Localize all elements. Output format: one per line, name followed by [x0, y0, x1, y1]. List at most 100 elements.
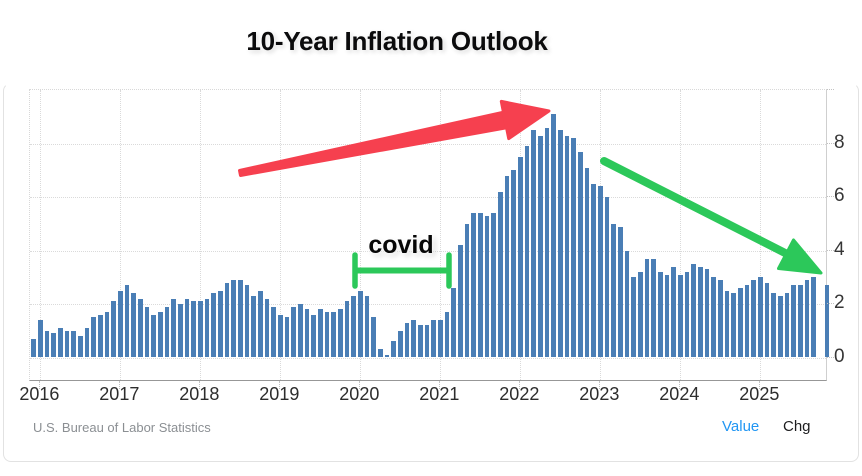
- data-bar[interactable]: [284, 317, 290, 358]
- data-bar[interactable]: [124, 285, 130, 358]
- data-bar[interactable]: [237, 280, 243, 358]
- data-bar[interactable]: [131, 293, 137, 358]
- data-bar[interactable]: [611, 223, 617, 358]
- data-bar[interactable]: [431, 320, 437, 358]
- data-bar[interactable]: [764, 282, 770, 358]
- data-bar[interactable]: [737, 288, 743, 358]
- data-bar[interactable]: [157, 312, 163, 358]
- data-bar[interactable]: [97, 314, 103, 358]
- data-bar[interactable]: [644, 258, 650, 358]
- data-bar[interactable]: [137, 298, 143, 358]
- data-bar[interactable]: [544, 127, 550, 358]
- data-bar[interactable]: [177, 304, 183, 358]
- data-bar[interactable]: [311, 314, 317, 358]
- data-bar[interactable]: [451, 288, 457, 358]
- data-bar[interactable]: [531, 130, 537, 358]
- data-bar[interactable]: [351, 296, 357, 358]
- data-bar[interactable]: [251, 296, 257, 358]
- data-bar[interactable]: [44, 330, 50, 358]
- data-bar[interactable]: [64, 330, 70, 358]
- data-bar[interactable]: [404, 322, 410, 358]
- data-bar[interactable]: [711, 277, 717, 358]
- data-bar[interactable]: [697, 266, 703, 358]
- value-series-toggle[interactable]: Value: [722, 418, 760, 435]
- data-bar[interactable]: [117, 290, 123, 358]
- data-bar[interactable]: [424, 325, 430, 358]
- data-bar[interactable]: [144, 306, 150, 358]
- data-bar[interactable]: [337, 309, 343, 358]
- data-bar[interactable]: [677, 274, 683, 358]
- data-bar[interactable]: [191, 301, 197, 358]
- data-bar[interactable]: [671, 266, 677, 358]
- data-bar[interactable]: [271, 306, 277, 358]
- data-bar[interactable]: [651, 258, 657, 358]
- data-bar[interactable]: [51, 333, 57, 358]
- data-bar[interactable]: [77, 336, 83, 358]
- data-bar[interactable]: [344, 301, 350, 358]
- data-bar[interactable]: [164, 306, 170, 358]
- data-bar[interactable]: [811, 277, 817, 358]
- data-bar[interactable]: [524, 146, 530, 358]
- data-bar[interactable]: [317, 309, 323, 358]
- data-bar[interactable]: [57, 328, 63, 358]
- data-bar[interactable]: [364, 296, 370, 358]
- data-bar[interactable]: [744, 285, 750, 358]
- data-bar[interactable]: [264, 298, 270, 358]
- data-bar[interactable]: [224, 282, 230, 358]
- data-bar[interactable]: [804, 280, 810, 358]
- data-bar[interactable]: [704, 269, 710, 358]
- data-bar[interactable]: [757, 277, 763, 358]
- data-bar[interactable]: [437, 320, 443, 358]
- data-bar[interactable]: [591, 183, 597, 358]
- data-bar[interactable]: [584, 167, 590, 358]
- data-bar[interactable]: [384, 354, 390, 358]
- data-bar[interactable]: [244, 285, 250, 358]
- data-bar[interactable]: [37, 320, 43, 358]
- data-bar[interactable]: [151, 314, 157, 358]
- data-bar[interactable]: [171, 298, 177, 358]
- data-bar[interactable]: [491, 213, 497, 358]
- data-bar[interactable]: [371, 317, 377, 358]
- data-bar[interactable]: [631, 277, 637, 358]
- data-bar[interactable]: [617, 226, 623, 358]
- data-bar[interactable]: [291, 306, 297, 358]
- data-bar[interactable]: [577, 151, 583, 358]
- data-bar[interactable]: [504, 175, 510, 358]
- data-bar[interactable]: [331, 312, 337, 358]
- data-bar[interactable]: [71, 330, 77, 358]
- data-bar[interactable]: [104, 312, 110, 358]
- data-bar[interactable]: [217, 290, 223, 358]
- data-bar[interactable]: [231, 280, 237, 358]
- data-bar[interactable]: [564, 135, 570, 358]
- data-bar[interactable]: [771, 293, 777, 358]
- data-bar[interactable]: [517, 157, 523, 358]
- data-bar[interactable]: [457, 245, 463, 358]
- data-bar[interactable]: [551, 114, 557, 358]
- data-bar[interactable]: [784, 293, 790, 358]
- data-bar[interactable]: [557, 130, 563, 358]
- data-bar[interactable]: [484, 215, 490, 358]
- data-bar[interactable]: [31, 338, 37, 358]
- data-bar[interactable]: [497, 191, 503, 358]
- data-bar[interactable]: [204, 298, 210, 358]
- data-bar[interactable]: [657, 271, 663, 358]
- data-bar[interactable]: [684, 271, 690, 358]
- data-bar[interactable]: [324, 312, 330, 358]
- data-bar[interactable]: [417, 325, 423, 358]
- data-bar[interactable]: [637, 271, 643, 358]
- data-bar[interactable]: [357, 290, 363, 358]
- data-bar[interactable]: [111, 301, 117, 358]
- data-bar[interactable]: [597, 186, 603, 358]
- data-bar[interactable]: [477, 213, 483, 358]
- data-bar[interactable]: [664, 274, 670, 358]
- data-bar[interactable]: [257, 290, 263, 358]
- data-bar[interactable]: [91, 317, 97, 358]
- data-bar[interactable]: [717, 280, 723, 358]
- data-bar[interactable]: [411, 320, 417, 358]
- data-bar[interactable]: [571, 138, 577, 358]
- data-bar[interactable]: [444, 312, 450, 358]
- data-bar[interactable]: [397, 330, 403, 358]
- data-bar[interactable]: [511, 170, 517, 358]
- data-bar[interactable]: [691, 263, 697, 358]
- data-bar[interactable]: [724, 290, 730, 358]
